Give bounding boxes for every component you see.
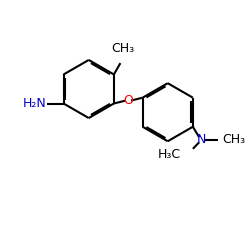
Text: N: N	[196, 133, 206, 146]
Text: H₂N: H₂N	[22, 97, 46, 110]
Text: CH₃: CH₃	[112, 42, 135, 55]
Text: H₃C: H₃C	[158, 148, 181, 161]
Text: O: O	[123, 94, 133, 107]
Text: CH₃: CH₃	[222, 133, 245, 146]
